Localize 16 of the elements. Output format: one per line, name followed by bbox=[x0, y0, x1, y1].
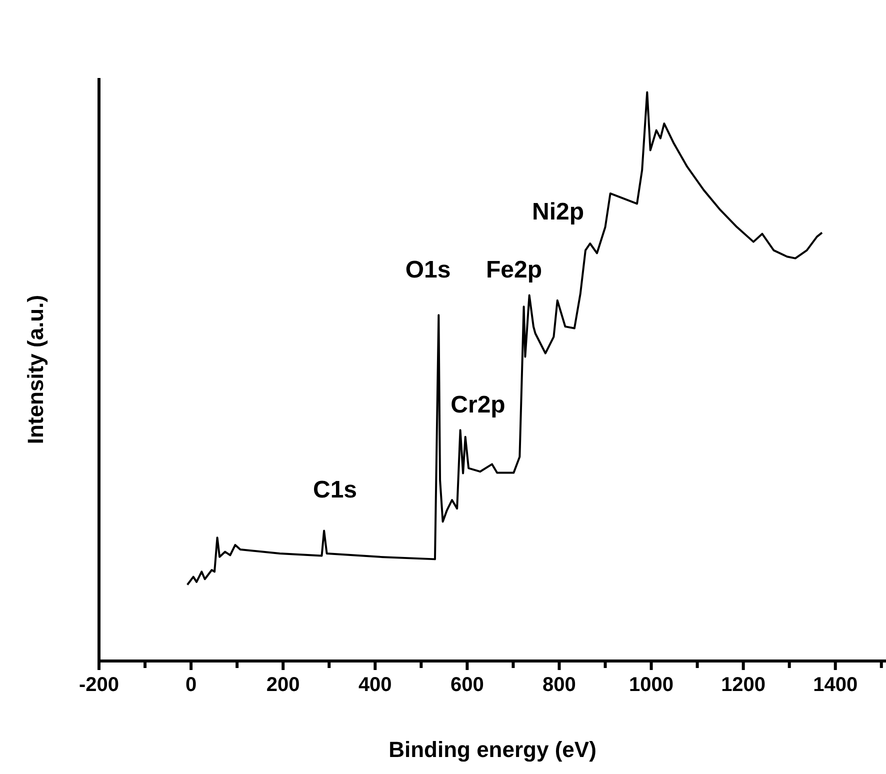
annotation: Ni2p bbox=[532, 198, 584, 226]
x-tick-label: 1200 bbox=[721, 674, 766, 696]
x-tick-label: 200 bbox=[266, 674, 300, 696]
x-tick-label: 400 bbox=[358, 674, 392, 696]
annotation: O1s bbox=[405, 256, 451, 284]
annotation: C1s bbox=[312, 476, 358, 504]
annotation: Cr2p bbox=[450, 392, 506, 418]
annotation: Fe2p bbox=[486, 256, 542, 284]
y-axis-title: Intensity (a.u.) bbox=[22, 294, 48, 444]
x-tick-label: 1000 bbox=[629, 674, 674, 696]
x-tick-label: 800 bbox=[542, 674, 576, 696]
x-tick-label: -200 bbox=[78, 674, 120, 696]
x-tick-label: 600 bbox=[450, 674, 484, 696]
x-axis-title: Binding energy (eV) bbox=[388, 737, 596, 762]
x-tick-label: 1400 bbox=[813, 674, 858, 696]
x-tick-label: 0 bbox=[185, 674, 197, 696]
